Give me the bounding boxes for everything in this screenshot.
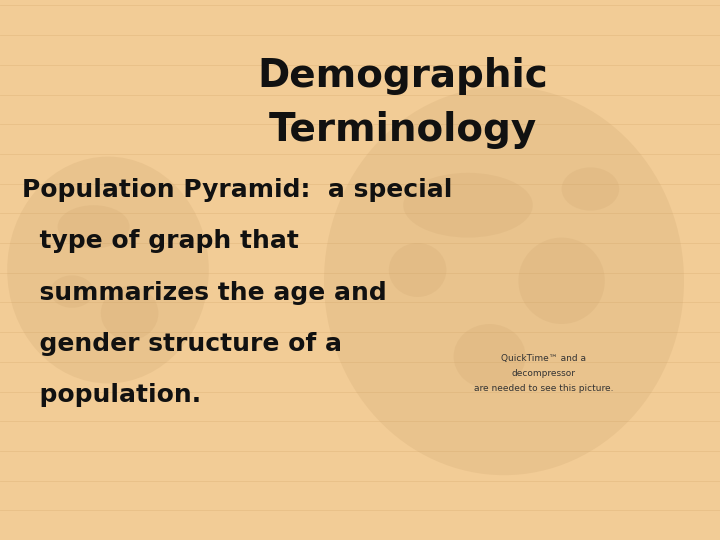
Text: summarizes the age and: summarizes the age and [22, 281, 387, 305]
Text: type of graph that: type of graph that [22, 230, 299, 253]
Text: decompressor: decompressor [512, 369, 575, 378]
Text: population.: population. [22, 383, 201, 407]
Text: QuickTime™ and a: QuickTime™ and a [501, 354, 586, 363]
Ellipse shape [389, 243, 446, 297]
Text: Population Pyramid:  a special: Population Pyramid: a special [22, 178, 452, 202]
Ellipse shape [58, 205, 130, 248]
Ellipse shape [454, 324, 526, 389]
Ellipse shape [518, 238, 605, 324]
Text: Terminology: Terminology [269, 111, 537, 148]
Text: are needed to see this picture.: are needed to see this picture. [474, 384, 613, 393]
Text: Demographic: Demographic [258, 57, 549, 94]
Ellipse shape [50, 275, 94, 308]
Ellipse shape [101, 286, 158, 340]
Ellipse shape [324, 86, 684, 475]
Ellipse shape [403, 173, 533, 238]
Ellipse shape [7, 157, 209, 383]
Text: gender structure of a: gender structure of a [22, 332, 341, 356]
Ellipse shape [562, 167, 619, 211]
